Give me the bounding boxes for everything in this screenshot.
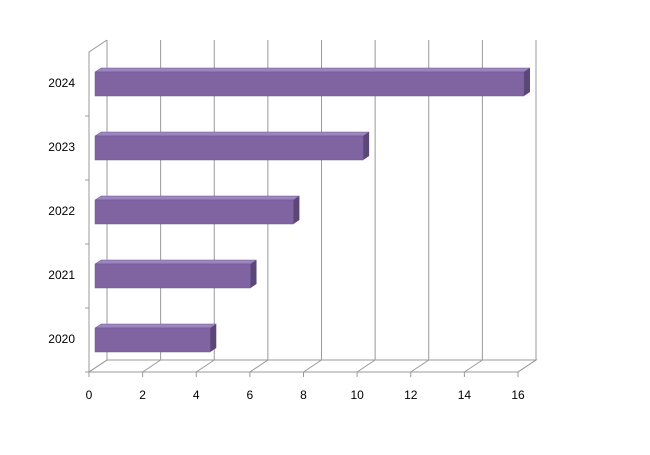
bar [94, 263, 251, 289]
x-tick-label: 10 [350, 388, 364, 402]
x-tick-label: 4 [193, 388, 200, 402]
x-tick-label: 12 [404, 388, 418, 402]
bar [94, 71, 525, 97]
grid-line [356, 40, 376, 373]
left-wall [88, 39, 108, 372]
y-tick-label: 2023 [48, 140, 75, 154]
bar-top [94, 323, 218, 329]
bar-side [293, 196, 300, 224]
grid-line [464, 40, 483, 373]
bar [94, 135, 364, 161]
bar-top [94, 195, 301, 201]
grid-line [410, 40, 430, 373]
bar [94, 199, 294, 225]
x-tick-label: 16 [511, 388, 525, 402]
y-tick-label: 2020 [48, 332, 75, 346]
bar-side [250, 260, 257, 288]
x-tick-label: 14 [458, 388, 472, 402]
grid-line [517, 40, 537, 373]
bar-side [363, 132, 370, 160]
bar-side [210, 324, 217, 352]
bar [94, 327, 211, 353]
bar-top [94, 131, 370, 137]
x-tick-label: 6 [247, 388, 254, 402]
bar-top [94, 67, 531, 73]
y-tick-label: 2022 [48, 204, 75, 218]
bar-top [94, 259, 258, 265]
y-tick-label: 2024 [48, 76, 75, 90]
bar-side [524, 68, 530, 96]
y-tick-label: 2021 [48, 268, 75, 282]
x-tick-label: 0 [86, 388, 93, 402]
x-tick-label: 8 [300, 388, 307, 402]
x-tick-label: 2 [139, 388, 146, 402]
